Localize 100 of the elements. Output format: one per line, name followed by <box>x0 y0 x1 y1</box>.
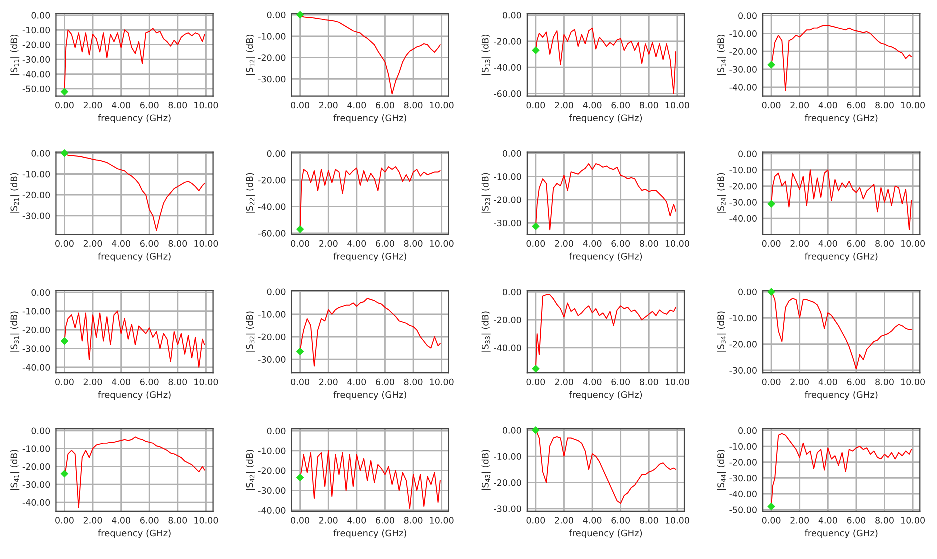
y-tick-label: -30.00 <box>730 199 757 206</box>
x-tick-label: 0.00 <box>526 378 546 386</box>
x-tick-label: 10.00 <box>194 102 218 109</box>
x-tick-label: 6.00 <box>376 378 394 386</box>
y-tick-label: -30.00 <box>258 356 286 364</box>
x-tick-label: 0.00 <box>56 102 74 109</box>
x-tick-label: 2.00 <box>320 378 338 386</box>
x-tick-label: 0.00 <box>56 378 74 386</box>
x-tick-label: 10.00 <box>666 240 690 248</box>
x-tick-label: 10.00 <box>194 517 218 524</box>
x-tick-label: 2.00 <box>320 240 338 248</box>
x-tick-label: 2.00 <box>84 240 102 248</box>
y-axis-title: |S$_{44}$| (dB) <box>717 450 726 490</box>
x-tick-label: 0.00 <box>291 102 310 109</box>
x-axis-title: frequency (GHz) <box>569 114 642 124</box>
x-tick-label: 6.00 <box>140 378 159 386</box>
y-tick-label: -20.00 <box>730 459 757 466</box>
y-tick-label: 0.00 <box>32 289 50 296</box>
y-tick-label: -10.00 <box>730 315 757 322</box>
y-tick-label: -30.00 <box>22 481 50 488</box>
x-tick-label: 2.00 <box>320 102 338 109</box>
y-tick-label: 0.00 <box>267 150 286 158</box>
x-tick-label: 2.00 <box>84 102 102 109</box>
x-axis-title: frequency (GHz) <box>804 530 878 538</box>
x-tick-label: 8.00 <box>404 102 423 109</box>
y-tick-label: -20.00 <box>258 177 286 184</box>
x-tick-label: 10.00 <box>901 240 925 248</box>
x-axis-title: frequency (GHz) <box>98 252 171 262</box>
x-tick-label: 2.00 <box>84 378 102 386</box>
y-axis-title: |S$_{42}$| (dB) <box>246 450 256 490</box>
x-axis-title: frequency (GHz) <box>804 391 878 400</box>
y-tick-label: 0.00 <box>738 12 757 20</box>
y-tick-label: -10.00 <box>258 311 286 318</box>
x-tick-label: 8.00 <box>640 240 658 248</box>
y-tick-label: -20.00 <box>258 468 286 474</box>
x-tick-label: 8.00 <box>876 240 894 248</box>
x-tick-label: 6.00 <box>376 517 394 524</box>
x-tick-label: 4.00 <box>348 517 366 524</box>
y-tick-label: -30.00 <box>730 475 757 482</box>
x-tick-label: 6.00 <box>376 102 394 109</box>
x-tick-label: 4.00 <box>112 517 130 524</box>
x-tick-label: 6.00 <box>612 102 630 109</box>
x-tick-label: 0.00 <box>526 517 546 524</box>
x-tick-label: 10.00 <box>194 378 218 386</box>
y-axis-title: |S$_{11}$| (dB) <box>10 34 20 76</box>
x-tick-label: 2.00 <box>790 517 810 524</box>
y-axis-title: |S$_{12}$| (dB) <box>246 34 256 76</box>
x-tick-label: 6.00 <box>376 240 394 248</box>
x-axis-title: frequency (GHz) <box>334 530 406 538</box>
y-tick-label: -40.00 <box>22 499 50 506</box>
x-tick-label: 6.00 <box>847 102 866 109</box>
x-tick-label: 6.00 <box>612 517 630 524</box>
y-tick-label: -20.00 <box>730 48 757 56</box>
x-axis-title: frequency (GHz) <box>804 252 878 262</box>
x-axis-title: frequency (GHz) <box>569 530 642 538</box>
y-tick-label: -20.00 <box>258 334 286 340</box>
x-tick-label: 4.00 <box>818 517 838 524</box>
y-axis-title: |S$_{32}$| (dB) <box>246 312 256 352</box>
y-tick-label: -10.00 <box>730 443 757 450</box>
y-tick-label: -20.00 <box>258 54 286 62</box>
x-tick-label: 2.00 <box>555 102 574 109</box>
x-tick-label: 2.00 <box>320 517 338 524</box>
x-tick-label: 2.00 <box>790 102 810 109</box>
y-tick-label: -20.00 <box>494 480 522 486</box>
x-tick-label: 0.00 <box>762 102 781 109</box>
x-tick-label: 8.00 <box>876 102 894 109</box>
y-tick-label: 0.00 <box>502 427 522 434</box>
y-tick-label: -10.00 <box>730 166 757 174</box>
y-tick-label: -60.00 <box>258 230 286 237</box>
x-tick-label: 6.00 <box>140 102 159 109</box>
y-tick-label: 0.00 <box>502 150 522 157</box>
x-tick-label: 0.00 <box>291 517 310 524</box>
y-axis-title: |S$_{24}$| (dB) <box>717 173 726 214</box>
y-tick-label: -40.00 <box>22 71 50 78</box>
x-tick-label: 8.00 <box>404 378 423 386</box>
y-axis-title: |S$_{31}$| (dB) <box>10 312 20 352</box>
y-tick-label: 0.00 <box>502 288 522 296</box>
y-tick-label: -30.00 <box>730 367 757 374</box>
y-tick-label: -30.00 <box>494 506 522 512</box>
x-tick-label: 4.00 <box>818 378 838 386</box>
x-tick-label: 8.00 <box>640 378 658 386</box>
x-tick-label: 2.00 <box>790 378 810 386</box>
y-tick-label: -50.00 <box>730 506 757 514</box>
y-tick-label: -40.00 <box>494 344 522 352</box>
x-tick-label: 0.00 <box>762 378 781 386</box>
y-tick-label: -30.00 <box>258 76 286 83</box>
y-tick-label: -10.00 <box>22 26 50 34</box>
y-tick-label: -10.00 <box>494 174 522 180</box>
x-tick-label: 6.00 <box>612 378 630 386</box>
x-axis-title: frequency (GHz) <box>804 114 878 124</box>
x-tick-label: 2.00 <box>555 378 574 386</box>
x-tick-label: 6.00 <box>140 240 159 248</box>
x-axis-title: frequency (GHz) <box>334 114 406 124</box>
y-tick-label: -10.00 <box>258 448 286 454</box>
y-axis-title: |S$_{23}$| (dB) <box>482 173 491 214</box>
y-axis-title: |S$_{21}$| (dB) <box>10 173 20 214</box>
y-tick-label: -40.00 <box>22 364 50 371</box>
x-tick-label: 2.00 <box>790 240 810 248</box>
x-tick-label: 4.00 <box>112 102 130 109</box>
x-tick-label: 6.00 <box>140 517 159 524</box>
